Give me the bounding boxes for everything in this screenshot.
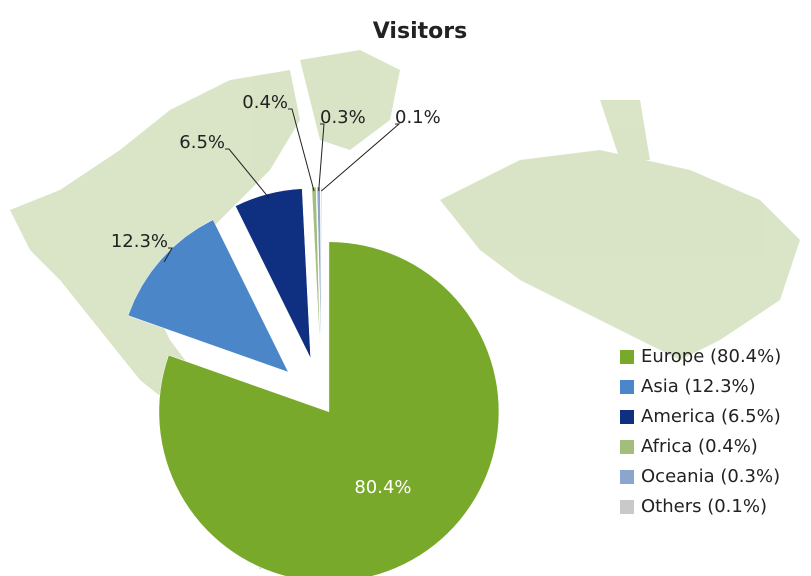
legend-swatch: [620, 410, 634, 424]
legend-label: Europe (80.4%): [641, 346, 781, 367]
legend-swatch: [620, 380, 634, 394]
legend-label: Africa (0.4%): [641, 436, 758, 457]
legend-swatch: [620, 500, 634, 514]
legend-label: Oceania (0.3%): [641, 466, 780, 487]
value-label: 80.4%: [354, 477, 411, 498]
value-label: 0.4%: [242, 92, 288, 113]
legend-label: Others (0.1%): [641, 496, 767, 517]
pie-slice: [320, 186, 323, 358]
leader-line: [225, 148, 270, 199]
leader-line: [321, 123, 401, 192]
legend-swatch: [620, 470, 634, 484]
leader-line: [288, 108, 315, 192]
legend-label: America (6.5%): [641, 406, 781, 427]
value-label: 6.5%: [179, 132, 225, 153]
value-label: 0.3%: [320, 107, 366, 128]
pie-slice: [235, 188, 311, 359]
pie-slice: [311, 186, 321, 358]
value-label: 12.3%: [111, 231, 168, 252]
legend-swatch: [620, 350, 634, 364]
legend-swatch: [620, 440, 634, 454]
chart-title: Visitors: [373, 19, 467, 44]
legend-label: Asia (12.3%): [641, 376, 756, 397]
pie-slice: [158, 241, 500, 576]
leader-line: [318, 123, 325, 192]
map-background: [10, 50, 800, 570]
value-label: 0.1%: [395, 107, 441, 128]
pie-slice: [127, 219, 289, 373]
leader-line: [163, 247, 173, 263]
